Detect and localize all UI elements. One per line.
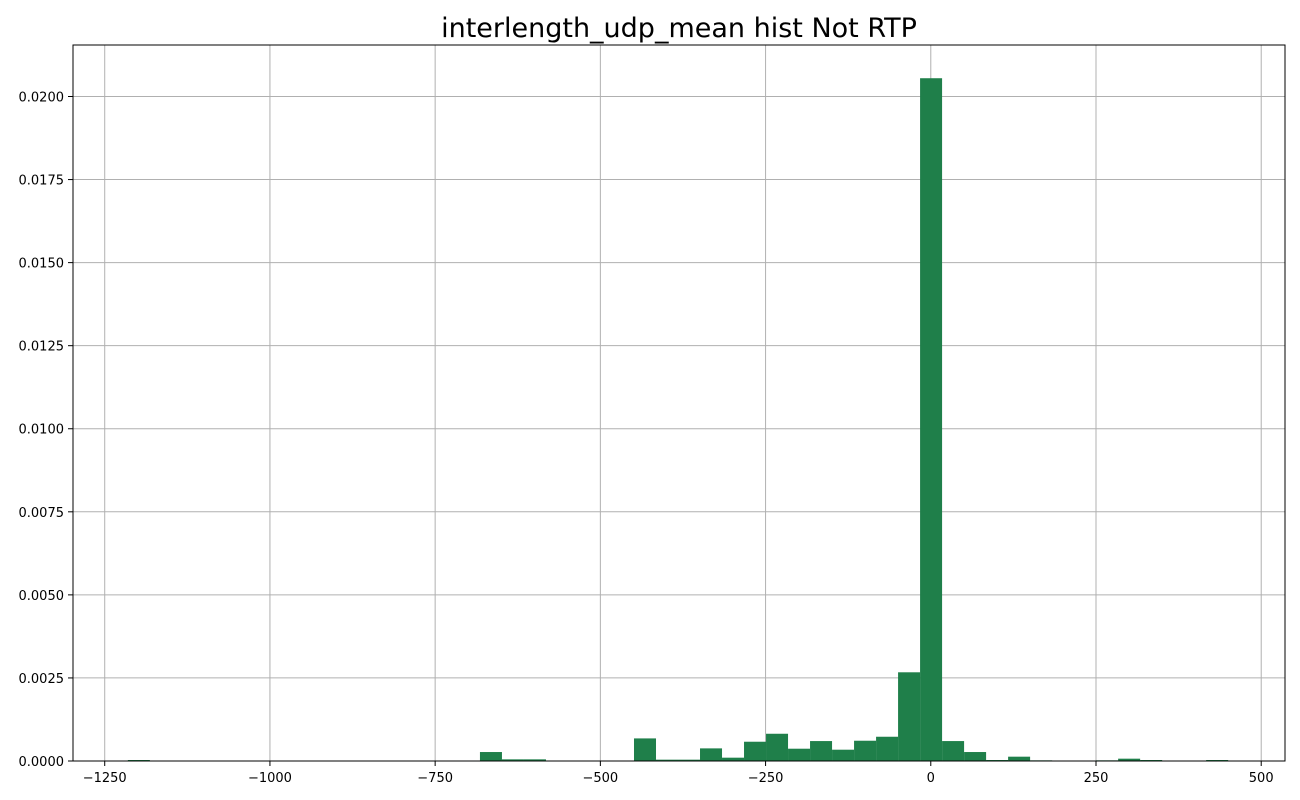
chart-title: interlength_udp_mean hist Not RTP bbox=[441, 13, 917, 44]
histogram-bar bbox=[810, 741, 833, 761]
y-tick-label: 0.0050 bbox=[19, 589, 65, 604]
histogram-bar bbox=[722, 757, 745, 761]
y-tick-label: 0.0075 bbox=[19, 506, 65, 521]
histogram-bar bbox=[898, 672, 921, 761]
y-tick-label: 0.0150 bbox=[19, 257, 65, 272]
histogram-bar bbox=[964, 752, 987, 761]
x-tick-label: −1250 bbox=[83, 771, 127, 786]
histogram-bars bbox=[127, 78, 1229, 762]
y-tick-label: 0.0025 bbox=[19, 672, 65, 687]
histogram-bar bbox=[523, 759, 546, 761]
x-axis: −1250 −1000 −750 −500 −250 0 250 500 bbox=[83, 761, 1274, 786]
histogram-bar bbox=[942, 741, 965, 761]
y-tick-label: 0.0175 bbox=[19, 174, 65, 189]
histogram-bar bbox=[854, 740, 877, 761]
histogram-bar bbox=[788, 748, 811, 761]
histogram-bar bbox=[633, 738, 657, 761]
histogram-bar bbox=[678, 759, 701, 761]
histogram-bar bbox=[1118, 758, 1141, 761]
histogram-bar bbox=[832, 749, 855, 761]
y-tick-label: 0.0000 bbox=[19, 755, 65, 770]
x-tick-label: −750 bbox=[417, 771, 453, 786]
x-tick-label: 500 bbox=[1249, 771, 1274, 786]
y-axis: 0.0000 0.0025 0.0050 0.0075 0.0100 0.0125 0.01… bbox=[19, 90, 73, 770]
y-tick-label: 0.0125 bbox=[19, 340, 65, 355]
histogram-bar bbox=[501, 759, 524, 761]
x-tick-label: 250 bbox=[1084, 771, 1109, 786]
y-tick-label: 0.0200 bbox=[19, 90, 65, 105]
histogram-bar bbox=[700, 748, 723, 761]
grid-lines bbox=[73, 45, 1285, 762]
histogram-bar bbox=[656, 759, 679, 761]
y-tick-label: 0.0100 bbox=[19, 423, 65, 438]
histogram-bar bbox=[479, 752, 502, 761]
x-tick-label: −250 bbox=[748, 771, 784, 786]
histogram-bar bbox=[920, 78, 943, 762]
histogram-bar bbox=[1008, 756, 1031, 761]
x-tick-label: −500 bbox=[582, 771, 618, 786]
x-tick-label: 0 bbox=[927, 771, 935, 786]
axes-frame bbox=[72, 44, 1286, 762]
x-tick-label: −1000 bbox=[248, 771, 292, 786]
histogram-bar bbox=[876, 736, 899, 761]
histogram-bar bbox=[744, 741, 767, 761]
histogram-bar bbox=[766, 733, 789, 761]
